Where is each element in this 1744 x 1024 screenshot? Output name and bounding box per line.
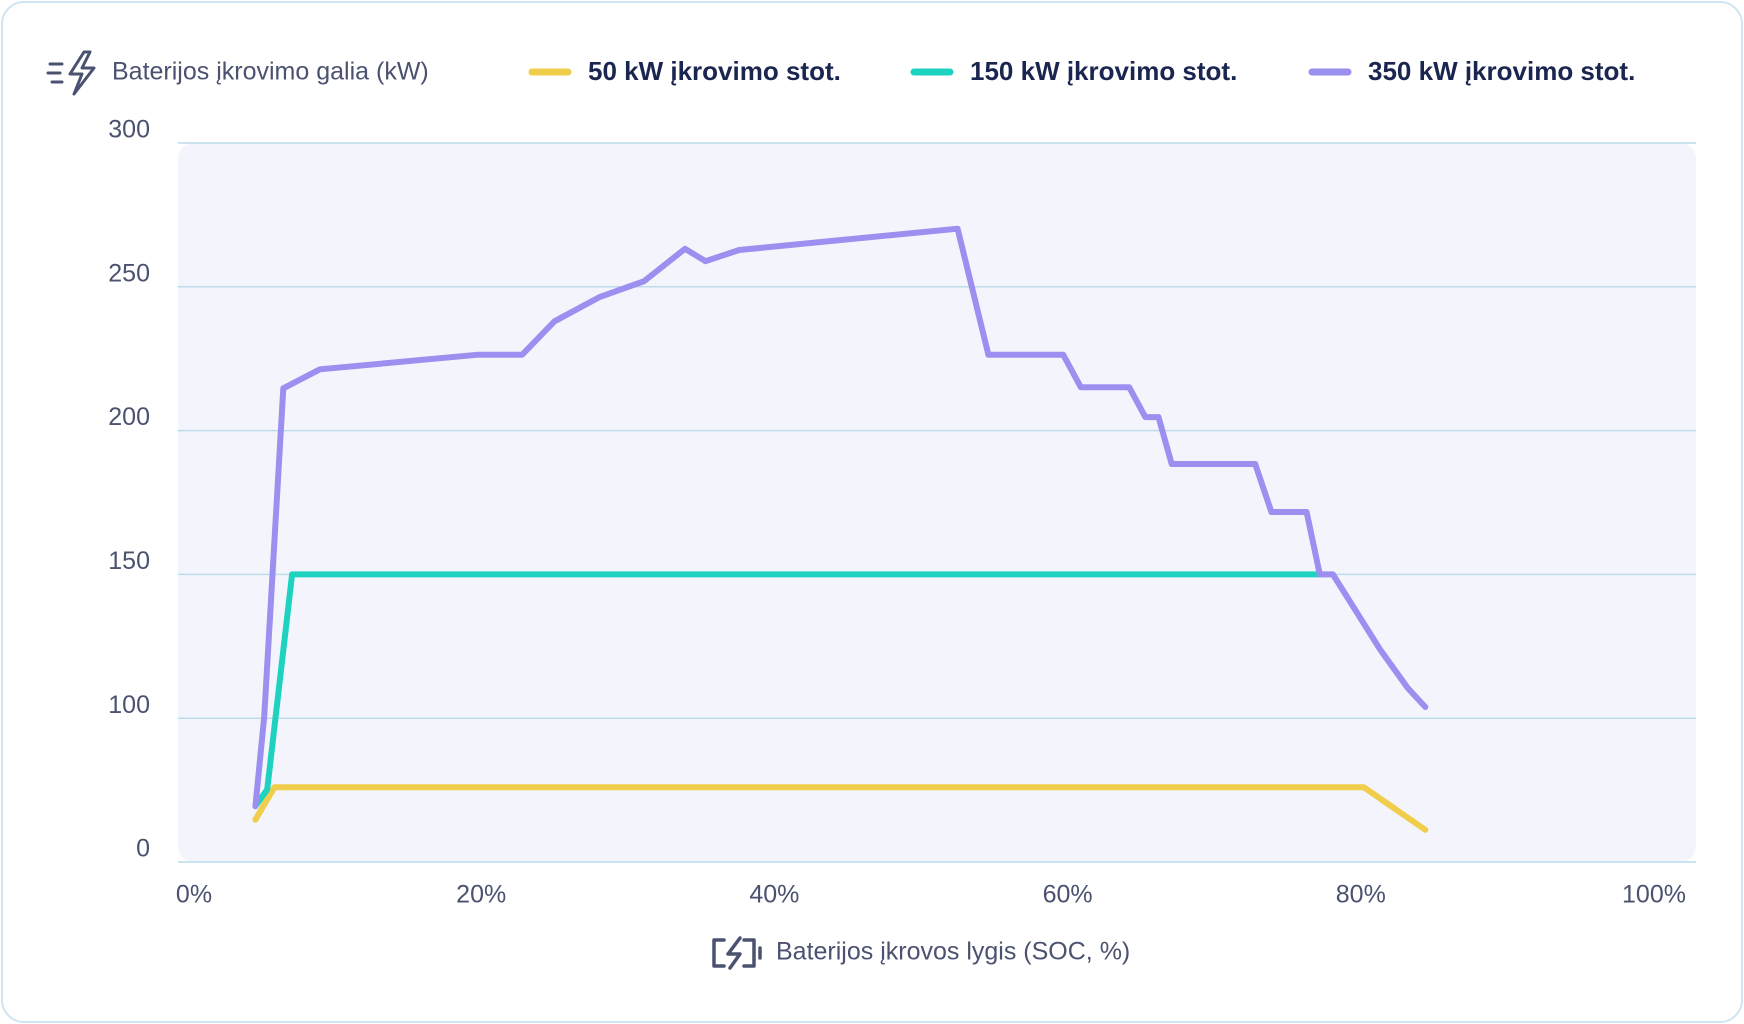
legend-label: 350 kW įkrovimo stot. — [1368, 56, 1635, 86]
battery-icon — [712, 936, 762, 970]
y-tick-label: 300 — [108, 116, 150, 144]
series-line — [252, 784, 1429, 833]
y-tick-label: 0 — [136, 835, 150, 863]
legend-label: 150 kW įkrovimo stot. — [970, 56, 1237, 86]
x-tick-label: 20% — [456, 881, 506, 909]
power-icon — [46, 50, 96, 96]
x-axis-title: Baterijos įkrovos lygis (SOC, %) — [776, 938, 1130, 966]
x-tick-label: 0% — [176, 881, 212, 909]
y-tick-label: 100 — [108, 691, 150, 719]
y-axis-title: Baterijos įkrovimo galia (kW) — [112, 58, 429, 86]
legend-label: 50 kW įkrovimo stot. — [588, 56, 841, 86]
y-tick-label: 150 — [108, 547, 150, 575]
series-line — [252, 571, 1323, 810]
series-line — [252, 225, 1429, 810]
x-tick-label: 100% — [1622, 881, 1686, 909]
x-tick-label: 60% — [1043, 881, 1093, 909]
y-tick-label: 200 — [108, 403, 150, 431]
x-tick-label: 80% — [1336, 881, 1386, 909]
plot-area — [178, 143, 1696, 862]
y-tick-label: 250 — [108, 259, 150, 287]
x-tick-label: 40% — [749, 881, 799, 909]
